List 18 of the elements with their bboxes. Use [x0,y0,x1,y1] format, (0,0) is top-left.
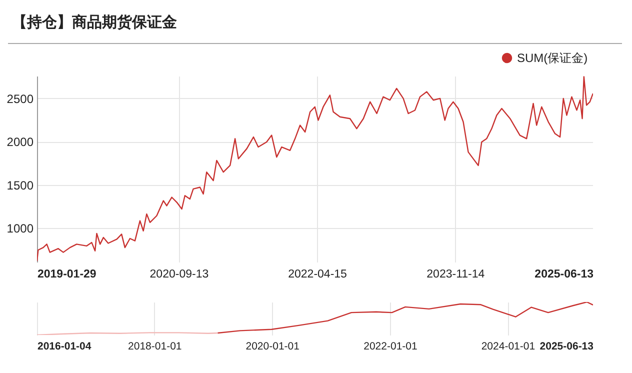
x-tick-label: 2022-01-01 [364,340,418,352]
x-tick-label: 2016-01-04 [38,340,92,352]
x-tick-label: 2025-06-13 [540,340,594,352]
x-tick-label: 2022-04-15 [288,268,347,280]
y-tick-label: 2000 [6,135,34,150]
y-tick-label: 1500 [6,178,34,192]
x-tick-label: 2019-01-29 [38,268,96,280]
legend-label: SUM(保证金) [517,51,588,65]
x-tick-label: 2020-01-01 [246,340,300,352]
x-tick-label: 2025-06-13 [534,268,594,280]
x-tick-label: 2020-09-13 [150,268,209,280]
x-tick-label: 2018-01-01 [128,340,182,352]
chart-title: 【持仓】商品期货保证金 [8,0,622,44]
x-tick-label: 2024-01-01 [481,340,536,352]
y-tick-label: 2500 [6,92,34,106]
line-series [37,76,593,262]
y-tick-label: 1000 [6,222,34,236]
x-tick-label: 2023-11-14 [426,268,486,280]
